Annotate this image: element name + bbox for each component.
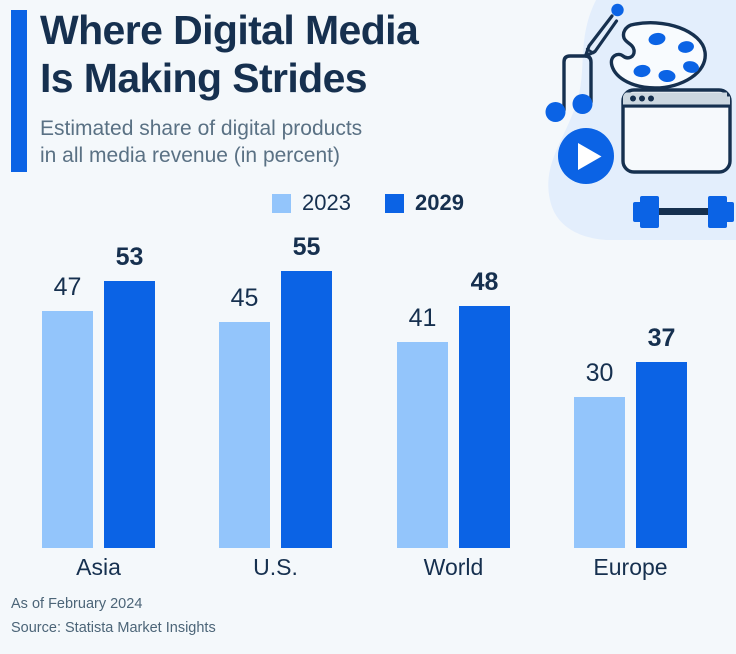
bar-value-label: 45 [230,283,259,312]
legend-label-2023: 2023 [302,190,351,215]
page-subtitle-line-2: in all media revenue (in percent) [40,144,340,168]
page-subtitle: Estimated share of digital products in a… [40,115,520,170]
page-subtitle-line-1: Estimated share of digital products [40,117,363,140]
bar[interactable]: 37 [636,324,687,548]
accent-bar [11,10,27,172]
bar[interactable]: 55 [281,233,332,548]
bar-value-label: 41 [408,303,437,332]
play-button-icon [558,128,614,184]
bar-chart: 47 53 Asia 45 55 U.S. 41 48 World 30 37 Europe [0,233,736,586]
music-note-icon [545,54,593,122]
bar[interactable]: 41 [397,304,448,548]
page-title-line-2: Is Making Strides [40,55,368,102]
paint-palette-icon [609,21,707,90]
bar[interactable]: 45 [219,284,270,548]
legend-item-2023[interactable]: 2023 [272,190,351,216]
dumbbell-icon [633,196,734,228]
bar-group: 45 55 U.S. [219,233,332,580]
bar[interactable]: 30 [574,359,625,548]
chart-footer: As of February 2024 Source: Statista Mar… [11,593,216,640]
bar-value-label: 53 [115,243,144,272]
bar-value-label: 48 [470,268,499,297]
page-title-line-1: Where Digital Media [40,7,419,53]
as-of-date: As of February 2024 [11,596,143,613]
bar-value-label: 55 [292,233,321,262]
bar-group: 30 37 Europe [574,236,687,580]
legend-label-2029: 2029 [415,190,464,215]
source-note: Source: Statista Market Insights [11,619,216,636]
decorative-icon-cluster [536,0,736,240]
bar-value-label: 47 [53,273,82,302]
category-label: Europe [593,554,668,580]
legend-swatch-2029 [385,193,404,213]
bar[interactable]: 53 [104,243,155,548]
browser-window-icon [621,88,732,174]
legend-item-2029[interactable]: 2029 [385,190,464,216]
chart-plot-area: 47 53 Asia 45 55 U.S. 41 48 World 30 37 Europe [0,233,736,580]
chart-legend: 2023 2029 [0,190,736,216]
legend-swatch-2023 [272,193,292,213]
bar[interactable]: 48 [459,268,510,548]
bar-group: 41 48 World [397,236,510,580]
bar[interactable]: 47 [42,273,93,548]
bar-value-label: 37 [647,323,676,352]
bar-group: 47 53 Asia [42,236,155,580]
page-title: Where Digital Media Is Making Strides [40,6,510,103]
category-label: U.S. [253,554,298,580]
bar-value-label: 30 [585,359,614,388]
category-label: World [423,554,484,580]
category-label: Asia [76,554,121,580]
